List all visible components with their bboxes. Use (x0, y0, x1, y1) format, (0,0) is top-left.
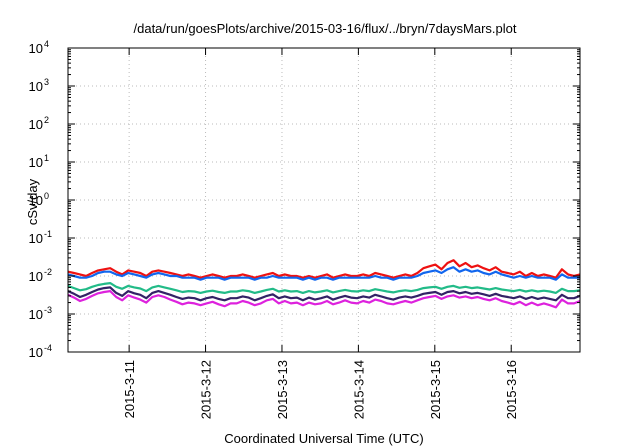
y-tick-label-exponent: -2 (44, 267, 52, 277)
series-line-1 (67, 259, 581, 279)
y-tick-label-exponent: 3 (44, 77, 49, 87)
series-line-3 (67, 282, 581, 294)
y-tick-label: 10 (29, 307, 43, 322)
x-tick-label: 2015-3-14 (351, 360, 366, 419)
y-tick-label-exponent: 0 (44, 191, 49, 201)
x-axis-label: Coordinated Universal Time (UTC) (224, 431, 423, 446)
y-tick-label-exponent: 2 (44, 115, 49, 125)
y-tick-label: 10 (29, 345, 43, 360)
y-axis-label: cSv/day (25, 178, 40, 225)
series-group (67, 259, 581, 309)
y-tick-label: 10 (29, 193, 43, 208)
series-line-4 (67, 286, 581, 302)
y-tick-label-exponent: 1 (44, 153, 49, 163)
y-tick-label-exponent: -3 (44, 305, 52, 315)
y-tick-label: 10 (29, 155, 43, 170)
series-line-5 (67, 290, 581, 309)
grid (68, 47, 580, 353)
y-tick-label: 10 (29, 231, 43, 246)
x-tick-label: 2015-3-15 (428, 360, 443, 419)
y-tick-label-exponent: 4 (44, 39, 49, 49)
x-tick-label: 2015-3-12 (199, 360, 214, 419)
series-line-2 (67, 266, 580, 281)
y-tick-label-exponent: -1 (44, 229, 52, 239)
y-tick-label: 10 (29, 79, 43, 94)
y-tick-label: 10 (29, 269, 43, 284)
chart-title: /data/run/goesPlots/archive/2015-03-16/f… (134, 21, 517, 36)
y-tick-label-exponent: -4 (44, 343, 52, 353)
x-tick-label: 2015-3-13 (275, 360, 290, 419)
y-tick-label: 10 (29, 117, 43, 132)
y-tick-label: 10 (29, 41, 43, 56)
x-axis: 2015-3-11 2015-3-12 2015-3-13 2015-3-14 2015… (122, 48, 519, 419)
x-tick-label: 2015-3-16 (504, 360, 519, 419)
x-tick-label: 2015-3-11 (122, 360, 137, 418)
